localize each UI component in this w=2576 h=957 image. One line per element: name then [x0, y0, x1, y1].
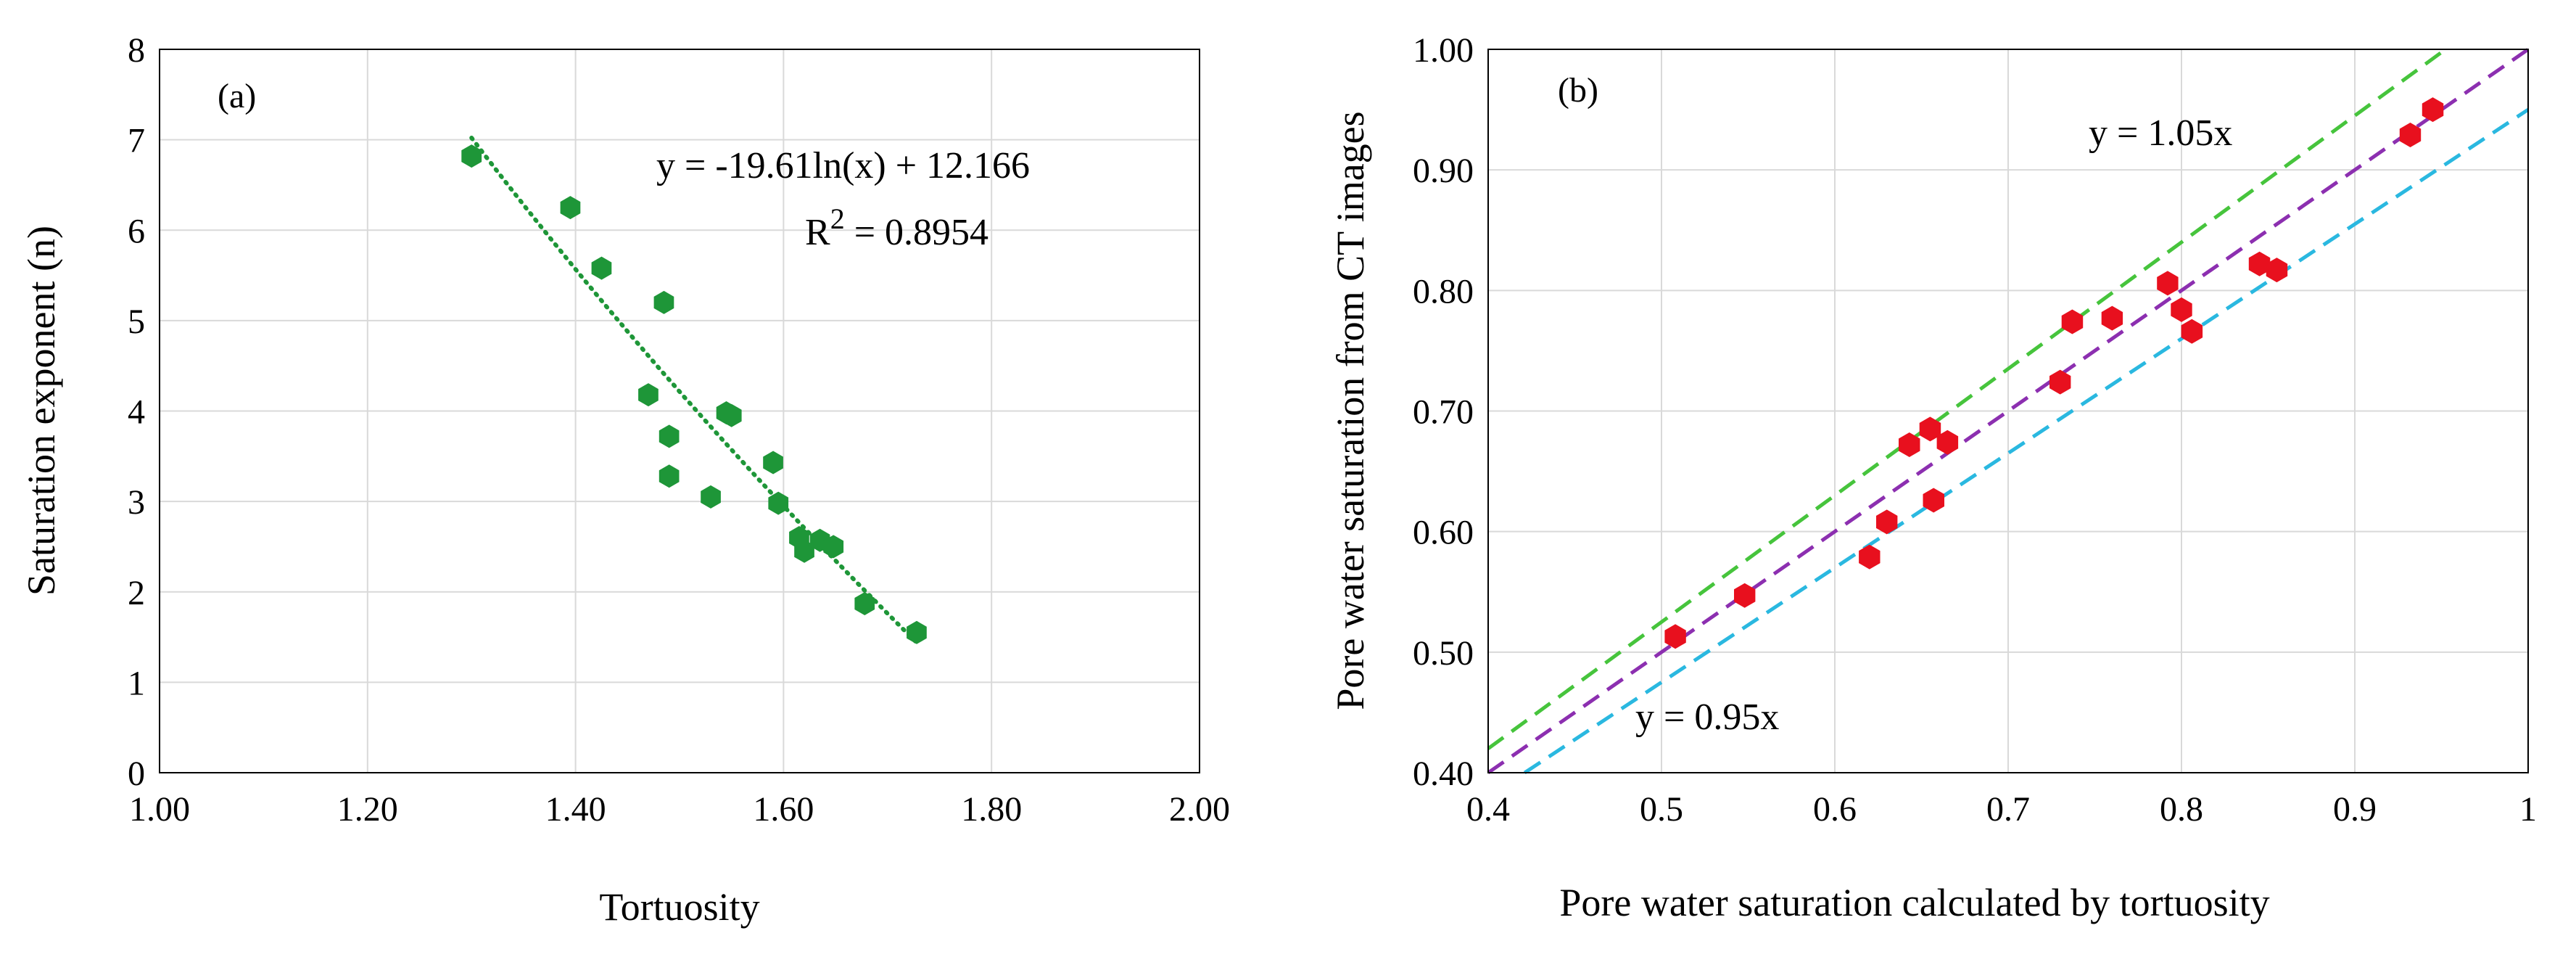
- x-tick-label: 1.20: [337, 790, 398, 829]
- x-tick-label: 1.00: [129, 790, 190, 829]
- panel-a: 1.00 1.20 1.40 1.60 1.80 2.00 0 1 2 3 4 5 6 7 8 (a) y …: [20, 31, 1230, 929]
- data-point: [1859, 544, 1881, 570]
- y-tick-label: 7: [128, 122, 145, 160]
- panel-a-ticks: 1.00 1.20 1.40 1.60 1.80 2.00 0 1 2 3 4 5 6 7 8: [128, 31, 1230, 829]
- r2-superscript: 2: [830, 202, 845, 235]
- data-point: [2248, 251, 2271, 276]
- data-point: [794, 539, 814, 563]
- y-tick-label: 0.80: [1413, 272, 1474, 311]
- panel-b-y-axis-title: Pore water saturation from CT images: [1329, 111, 1372, 710]
- panel-b: 0.4 0.5 0.6 0.7 0.8 0.9 1 0.40 0.50 0.60 0.70 0.80 0…: [1329, 31, 2537, 924]
- x-tick-label: 0.5: [1640, 790, 1683, 829]
- data-point: [1919, 416, 1941, 442]
- data-point: [2266, 258, 2288, 283]
- data-point: [763, 451, 783, 475]
- panel-a-x-axis-title: Tortuosity: [599, 885, 759, 929]
- r2-prefix: R: [805, 212, 830, 253]
- x-tick-label: 0.7: [1986, 790, 2030, 829]
- data-point: [1734, 583, 1756, 608]
- data-point: [768, 491, 789, 515]
- y-tick-label: 3: [128, 483, 145, 522]
- panel-a-r2: R2 = 0.8954: [805, 202, 988, 253]
- panel-a-points: [461, 144, 927, 644]
- data-point: [1899, 432, 1920, 457]
- data-point: [1923, 488, 1944, 513]
- x-tick-label: 0.4: [1466, 790, 1510, 829]
- data-point: [2399, 123, 2422, 147]
- reference-line: [1523, 107, 2530, 775]
- data-point: [907, 620, 927, 644]
- y-tick-label: 5: [128, 303, 145, 341]
- data-point: [1664, 624, 1686, 649]
- x-tick-label: 1.60: [753, 790, 814, 829]
- x-tick-label: 0.8: [2160, 790, 2203, 829]
- data-point: [659, 464, 680, 488]
- y-tick-label: 0.40: [1413, 755, 1474, 793]
- y-tick-label: 0.70: [1413, 393, 1474, 432]
- y-tick-label: 0.50: [1413, 634, 1474, 673]
- data-point: [461, 144, 482, 168]
- data-point: [2171, 297, 2192, 322]
- panel-a-grid: [160, 49, 1200, 773]
- data-point: [2049, 369, 2071, 395]
- reference-line: [1487, 47, 2447, 750]
- panel-b-frame: [1487, 49, 2529, 773]
- data-point: [2422, 97, 2444, 123]
- trendline-path: [469, 136, 919, 645]
- data-point: [2061, 309, 2084, 334]
- panel-a-label: (a): [218, 77, 256, 115]
- x-tick-label: 1.40: [545, 790, 606, 829]
- y-tick-label: 8: [128, 31, 145, 70]
- data-point: [659, 424, 680, 448]
- panel-b-ticks: 0.4 0.5 0.6 0.7 0.8 0.9 1 0.40 0.50 0.60 0.70 0.80 0…: [1413, 31, 2537, 829]
- data-point: [721, 403, 742, 427]
- panel-a-equation: y = -19.61ln(x) + 12.166: [656, 145, 1030, 186]
- panel-a-frame: [159, 49, 1200, 773]
- x-tick-label: 1.80: [961, 790, 1022, 829]
- y-tick-label: 0.90: [1413, 152, 1474, 190]
- x-tick-label: 1: [2519, 790, 2537, 829]
- y-tick-label: 1.00: [1413, 31, 1474, 70]
- panel-b-points: [1664, 97, 2444, 649]
- panel-b-x-axis-title: Pore water saturation calculated by tort…: [1559, 881, 2269, 924]
- panel-b-reference-lines: [1487, 47, 2530, 775]
- data-point: [1936, 430, 1959, 455]
- data-point: [2101, 305, 2123, 331]
- y-tick-label: 6: [128, 212, 145, 250]
- data-point: [701, 485, 721, 509]
- panel-a-trendline: [469, 136, 919, 645]
- r2-suffix: = 0.8954: [845, 212, 988, 253]
- panel-b-line-label-lower: y = 0.95x: [1635, 697, 1779, 738]
- data-point: [653, 290, 674, 314]
- panel-a-y-axis-title: Saturation exponent (n): [20, 226, 63, 596]
- data-point: [1876, 509, 1898, 535]
- x-tick-label: 0.9: [2333, 790, 2377, 829]
- data-point: [560, 196, 581, 220]
- data-point: [2157, 271, 2179, 296]
- y-tick-label: 2: [128, 574, 145, 612]
- data-point: [854, 592, 875, 615]
- panel-b-line-label-upper: y = 1.05x: [2089, 112, 2232, 154]
- y-tick-label: 1: [128, 664, 145, 702]
- y-tick-label: 0.60: [1413, 514, 1474, 552]
- data-point: [2181, 319, 2203, 344]
- data-point: [823, 535, 844, 559]
- x-tick-label: 0.6: [1813, 790, 1857, 829]
- data-point: [638, 383, 659, 407]
- panel-b-label: (b): [1558, 71, 1598, 110]
- data-point: [591, 256, 612, 280]
- x-tick-label: 2.00: [1169, 790, 1230, 829]
- reference-line: [1487, 47, 2530, 775]
- y-tick-label: 4: [128, 393, 145, 432]
- y-tick-label: 0: [128, 755, 145, 793]
